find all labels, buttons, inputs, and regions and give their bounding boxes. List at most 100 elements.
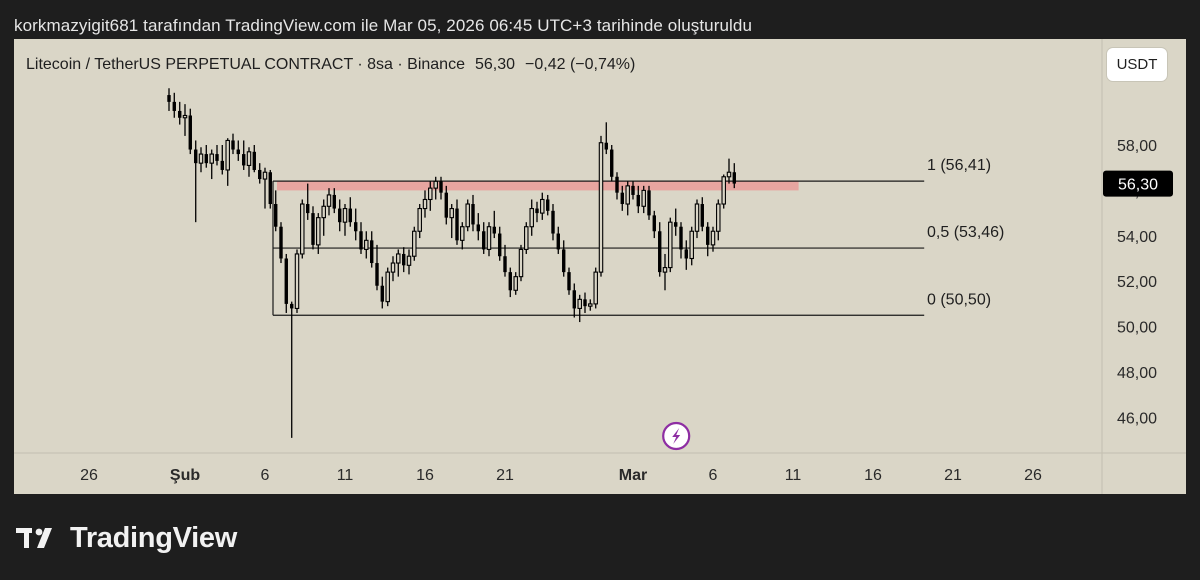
candle-65 xyxy=(513,272,518,295)
candle-71 xyxy=(546,194,550,216)
candle-55 xyxy=(460,222,465,250)
candle-body-11 xyxy=(225,139,230,171)
candle-67 xyxy=(524,222,529,254)
candle-1 xyxy=(172,92,176,118)
candle-body-63 xyxy=(503,256,507,273)
candle-body-60 xyxy=(486,226,492,250)
candle-68 xyxy=(529,199,534,236)
candle-body-29 xyxy=(321,205,326,219)
candle-57 xyxy=(471,194,475,232)
candle-38 xyxy=(370,231,374,268)
candle-56 xyxy=(465,199,470,232)
candle-body-26 xyxy=(306,204,310,214)
x-tick-label-7: 6 xyxy=(709,467,718,484)
candle-body-93 xyxy=(662,267,668,273)
candle-body-74 xyxy=(562,249,566,273)
x-tick-label-8: 11 xyxy=(785,467,802,484)
candle-78 xyxy=(583,292,587,313)
candle-body-96 xyxy=(679,226,683,250)
candle-44 xyxy=(402,247,406,273)
candle-body-13 xyxy=(236,149,240,155)
currency-button[interactable]: USDT xyxy=(1107,48,1167,81)
candle-24 xyxy=(294,249,300,313)
candle-body-92 xyxy=(658,231,662,273)
candle-body-45 xyxy=(406,255,412,266)
candle-90 xyxy=(647,185,651,220)
current-price-label: 56,30 xyxy=(1118,177,1158,194)
candle-27 xyxy=(311,206,315,250)
candle-body-17 xyxy=(258,169,262,180)
candle-body-40 xyxy=(380,285,384,302)
candle-body-21 xyxy=(279,226,283,259)
candle-body-80 xyxy=(593,271,598,305)
candle-body-76 xyxy=(572,290,576,309)
candle-body-99 xyxy=(694,203,700,232)
candle-body-67 xyxy=(524,226,529,250)
candle-body-103 xyxy=(716,203,721,232)
symbol-change: −0,42 (−0,74%) xyxy=(525,56,636,73)
candle-84 xyxy=(615,172,619,200)
candle-14 xyxy=(242,140,246,170)
candle-body-72 xyxy=(551,210,555,234)
candle-body-83 xyxy=(610,149,614,177)
candle-105 xyxy=(726,158,732,184)
candle-body-19 xyxy=(268,172,272,205)
x-tick-label-11: 26 xyxy=(1024,467,1042,484)
x-tick-label-2: 6 xyxy=(261,467,270,484)
candle-28 xyxy=(316,213,321,254)
x-tick-label-1: Şub xyxy=(170,467,200,484)
candle-33 xyxy=(342,204,348,236)
candle-body-33 xyxy=(342,208,348,223)
candle-body-1 xyxy=(172,101,176,111)
candle-body-70 xyxy=(540,198,545,214)
candle-77 xyxy=(577,294,582,323)
candle-43 xyxy=(396,249,401,277)
candle-62 xyxy=(498,226,502,261)
candle-21 xyxy=(279,222,283,264)
candle-46 xyxy=(412,226,417,261)
x-tick-label-0: 26 xyxy=(80,467,98,484)
candle-2 xyxy=(178,101,182,125)
candle-body-42 xyxy=(390,262,396,273)
candle-75 xyxy=(567,267,571,295)
chart-panel[interactable]: 1 (56,41) 0,5 (53,46) 0 (50,50) 46,00 48,00 5… xyxy=(14,39,1186,494)
candle-body-16 xyxy=(252,151,256,170)
candle-body-20 xyxy=(274,204,278,227)
tradingview-logo-icon xyxy=(16,528,52,548)
candlestick-chart[interactable]: 1 (56,41) 0,5 (53,46) 0 (50,50) 46,00 48,00 5… xyxy=(14,39,1186,494)
candle-body-89 xyxy=(641,189,646,207)
candle-29 xyxy=(321,199,326,236)
candle-body-8 xyxy=(209,153,214,164)
candle-body-88 xyxy=(636,194,640,207)
candle-99 xyxy=(694,199,700,239)
candle-body-30 xyxy=(326,194,332,207)
candle-body-64 xyxy=(508,272,512,291)
candle-53 xyxy=(449,204,454,239)
y-tick-label-1: 48,00 xyxy=(1117,365,1157,382)
candle-body-7 xyxy=(204,154,208,164)
candle-body-56 xyxy=(465,203,470,228)
candle-body-43 xyxy=(396,253,401,264)
candle-10 xyxy=(220,145,224,175)
candle-body-51 xyxy=(439,181,443,193)
candle-19 xyxy=(268,169,272,209)
candle-85 xyxy=(620,185,624,211)
candle-36 xyxy=(359,222,363,254)
candle-100 xyxy=(700,197,704,232)
candle-102 xyxy=(710,226,716,252)
candle-16 xyxy=(252,145,256,173)
candle-body-73 xyxy=(556,233,560,250)
candle-5 xyxy=(194,140,198,223)
candle-40 xyxy=(380,276,384,309)
candle-41 xyxy=(385,267,390,307)
candle-15 xyxy=(246,147,252,177)
candle-3 xyxy=(182,104,188,136)
candle-104 xyxy=(721,174,726,209)
candle-body-97 xyxy=(684,249,688,259)
candle-92 xyxy=(658,222,662,277)
x-tick-label-9: 16 xyxy=(864,467,882,484)
candle-8 xyxy=(209,149,214,180)
candle-23 xyxy=(290,301,294,438)
candle-body-48 xyxy=(422,198,428,210)
candle-body-47 xyxy=(417,208,422,232)
